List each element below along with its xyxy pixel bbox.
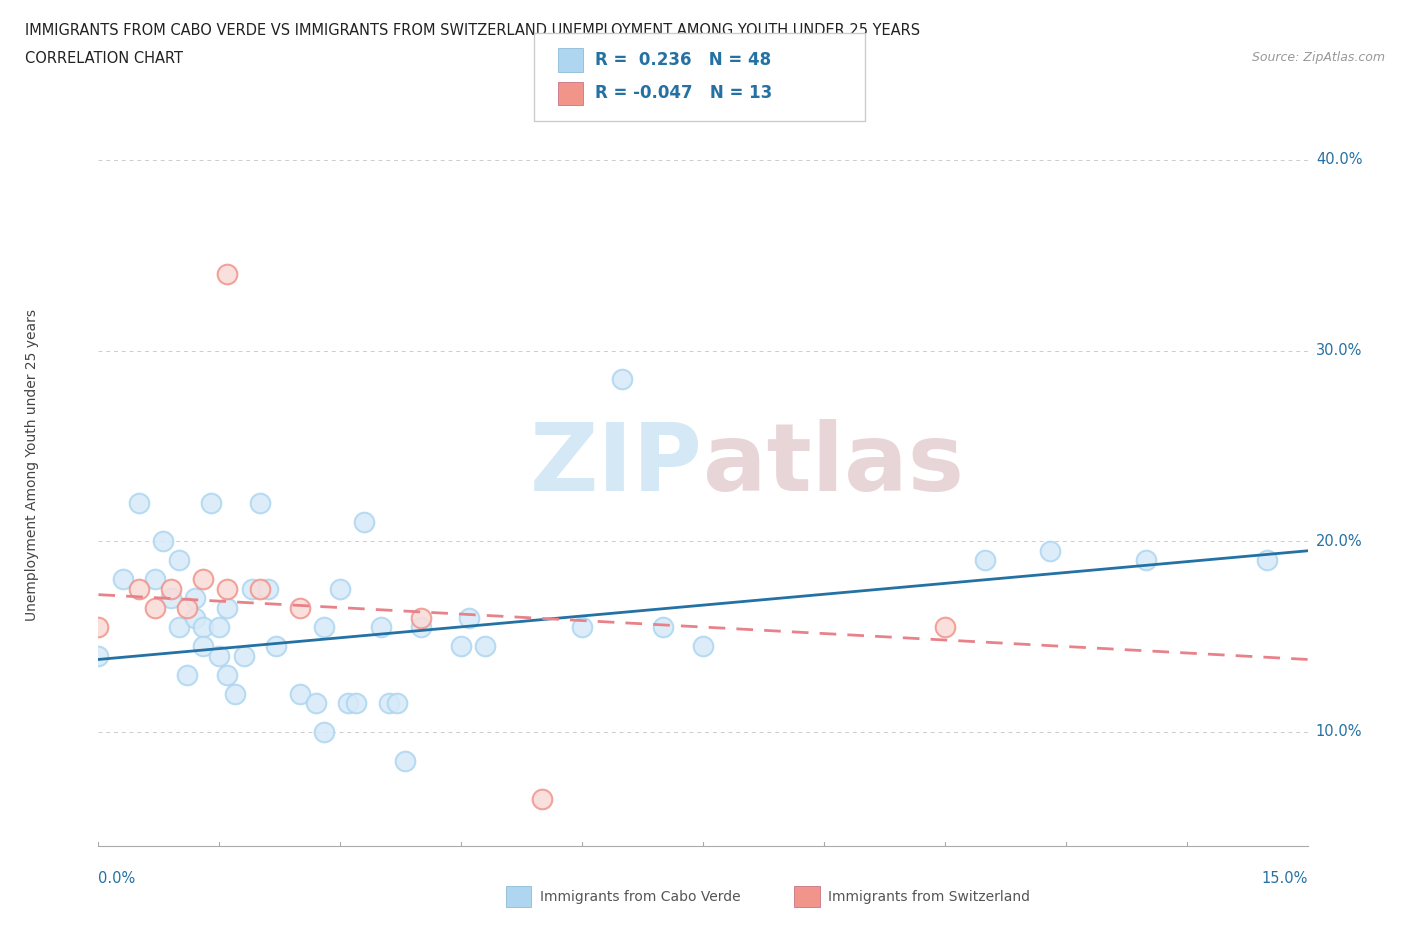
Point bbox=[974, 552, 997, 567]
Point bbox=[160, 581, 183, 596]
Point bbox=[217, 601, 239, 616]
Point bbox=[217, 267, 239, 282]
Point bbox=[329, 581, 352, 596]
Point bbox=[217, 668, 239, 683]
Point bbox=[344, 696, 367, 711]
Point bbox=[370, 619, 392, 634]
Point bbox=[87, 648, 110, 663]
Point bbox=[200, 496, 222, 511]
Point bbox=[167, 552, 190, 567]
Point bbox=[184, 610, 207, 625]
Text: CORRELATION CHART: CORRELATION CHART bbox=[25, 51, 183, 66]
Text: Immigrants from Switzerland: Immigrants from Switzerland bbox=[828, 889, 1031, 904]
Point bbox=[409, 619, 432, 634]
Point bbox=[474, 639, 496, 654]
Point bbox=[264, 639, 287, 654]
Point bbox=[152, 534, 174, 549]
Point bbox=[208, 619, 231, 634]
Point bbox=[288, 601, 311, 616]
Point bbox=[692, 639, 714, 654]
Point bbox=[128, 581, 150, 596]
Point bbox=[193, 639, 215, 654]
Point bbox=[193, 619, 215, 634]
Point bbox=[208, 648, 231, 663]
Point bbox=[651, 619, 673, 634]
Point bbox=[193, 572, 215, 587]
Point bbox=[450, 639, 472, 654]
Point bbox=[176, 601, 198, 616]
Point bbox=[167, 619, 190, 634]
Point bbox=[184, 591, 207, 606]
Text: atlas: atlas bbox=[703, 419, 965, 511]
Point bbox=[176, 668, 198, 683]
Text: R = -0.047   N = 13: R = -0.047 N = 13 bbox=[595, 85, 772, 102]
Text: 0.0%: 0.0% bbox=[98, 871, 135, 886]
Text: 15.0%: 15.0% bbox=[1261, 871, 1308, 886]
Point bbox=[353, 515, 375, 530]
Point bbox=[612, 372, 634, 387]
Point bbox=[232, 648, 254, 663]
Point bbox=[1135, 552, 1157, 567]
Point bbox=[394, 753, 416, 768]
Text: R =  0.236   N = 48: R = 0.236 N = 48 bbox=[595, 51, 770, 69]
Point bbox=[143, 572, 166, 587]
Point bbox=[571, 619, 593, 634]
Point bbox=[256, 581, 278, 596]
Point bbox=[160, 591, 183, 606]
Text: IMMIGRANTS FROM CABO VERDE VS IMMIGRANTS FROM SWITZERLAND UNEMPLOYMENT AMONG YOU: IMMIGRANTS FROM CABO VERDE VS IMMIGRANTS… bbox=[25, 23, 921, 38]
Text: 40.0%: 40.0% bbox=[1316, 153, 1362, 167]
Text: Unemployment Among Youth under 25 years: Unemployment Among Youth under 25 years bbox=[25, 309, 39, 621]
Point bbox=[224, 686, 246, 701]
Point bbox=[249, 496, 271, 511]
Point bbox=[288, 686, 311, 701]
Point bbox=[128, 496, 150, 511]
Point bbox=[305, 696, 328, 711]
Text: 30.0%: 30.0% bbox=[1316, 343, 1362, 358]
Text: ZIP: ZIP bbox=[530, 419, 703, 511]
Point bbox=[1256, 552, 1278, 567]
Point bbox=[143, 601, 166, 616]
Point bbox=[337, 696, 360, 711]
Point bbox=[377, 696, 399, 711]
Point bbox=[458, 610, 481, 625]
Point bbox=[409, 610, 432, 625]
Point bbox=[217, 581, 239, 596]
Point bbox=[385, 696, 408, 711]
Point bbox=[87, 619, 110, 634]
Point bbox=[530, 791, 553, 806]
Text: 20.0%: 20.0% bbox=[1316, 534, 1362, 549]
Point bbox=[1039, 543, 1062, 558]
Point bbox=[314, 724, 336, 739]
Text: 10.0%: 10.0% bbox=[1316, 724, 1362, 739]
Text: Immigrants from Cabo Verde: Immigrants from Cabo Verde bbox=[540, 889, 741, 904]
Text: Source: ZipAtlas.com: Source: ZipAtlas.com bbox=[1251, 51, 1385, 64]
Point bbox=[111, 572, 134, 587]
Point bbox=[314, 619, 336, 634]
Point bbox=[249, 581, 271, 596]
Point bbox=[934, 619, 956, 634]
Point bbox=[240, 581, 263, 596]
